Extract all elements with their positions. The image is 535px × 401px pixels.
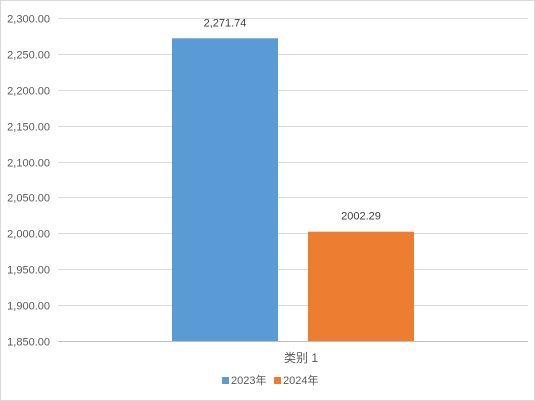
data-labels: 2,271.74 2002.29	[204, 17, 381, 222]
legend-label: 2024年	[283, 373, 318, 387]
bars	[172, 38, 414, 342]
legend-label: 2023年	[231, 373, 266, 387]
y-tick-label: 2,200.00	[7, 86, 50, 98]
bar-data-label: 2002.29	[341, 211, 381, 223]
legend: 2023年 2024年	[222, 373, 318, 387]
y-tick-label: 2,150.00	[7, 122, 50, 134]
gridlines	[58, 18, 528, 342]
x-axis-category-labels: 类别 1	[284, 351, 318, 365]
y-tick-label: 1,950.00	[7, 265, 50, 277]
y-tick-label: 1,850.00	[7, 337, 50, 349]
y-tick-label: 2,050.00	[7, 193, 50, 205]
y-tick-label: 2,100.00	[7, 158, 50, 170]
legend-swatch	[274, 377, 281, 384]
y-tick-label: 2,250.00	[7, 50, 50, 62]
bar-data-label: 2,271.74	[204, 17, 247, 29]
y-tick-label: 1,900.00	[7, 301, 50, 313]
bar-series-2	[308, 231, 414, 341]
bar-series-1	[172, 38, 278, 342]
legend-swatch	[222, 377, 229, 384]
y-axis-tick-labels: 1,850.00 1,900.00 1,950.00 2,000.00 2,050.00…	[7, 14, 50, 349]
x-category-label: 类别 1	[284, 351, 318, 365]
y-tick-label: 2,000.00	[7, 229, 50, 241]
y-tick-label: 2,300.00	[7, 14, 50, 26]
